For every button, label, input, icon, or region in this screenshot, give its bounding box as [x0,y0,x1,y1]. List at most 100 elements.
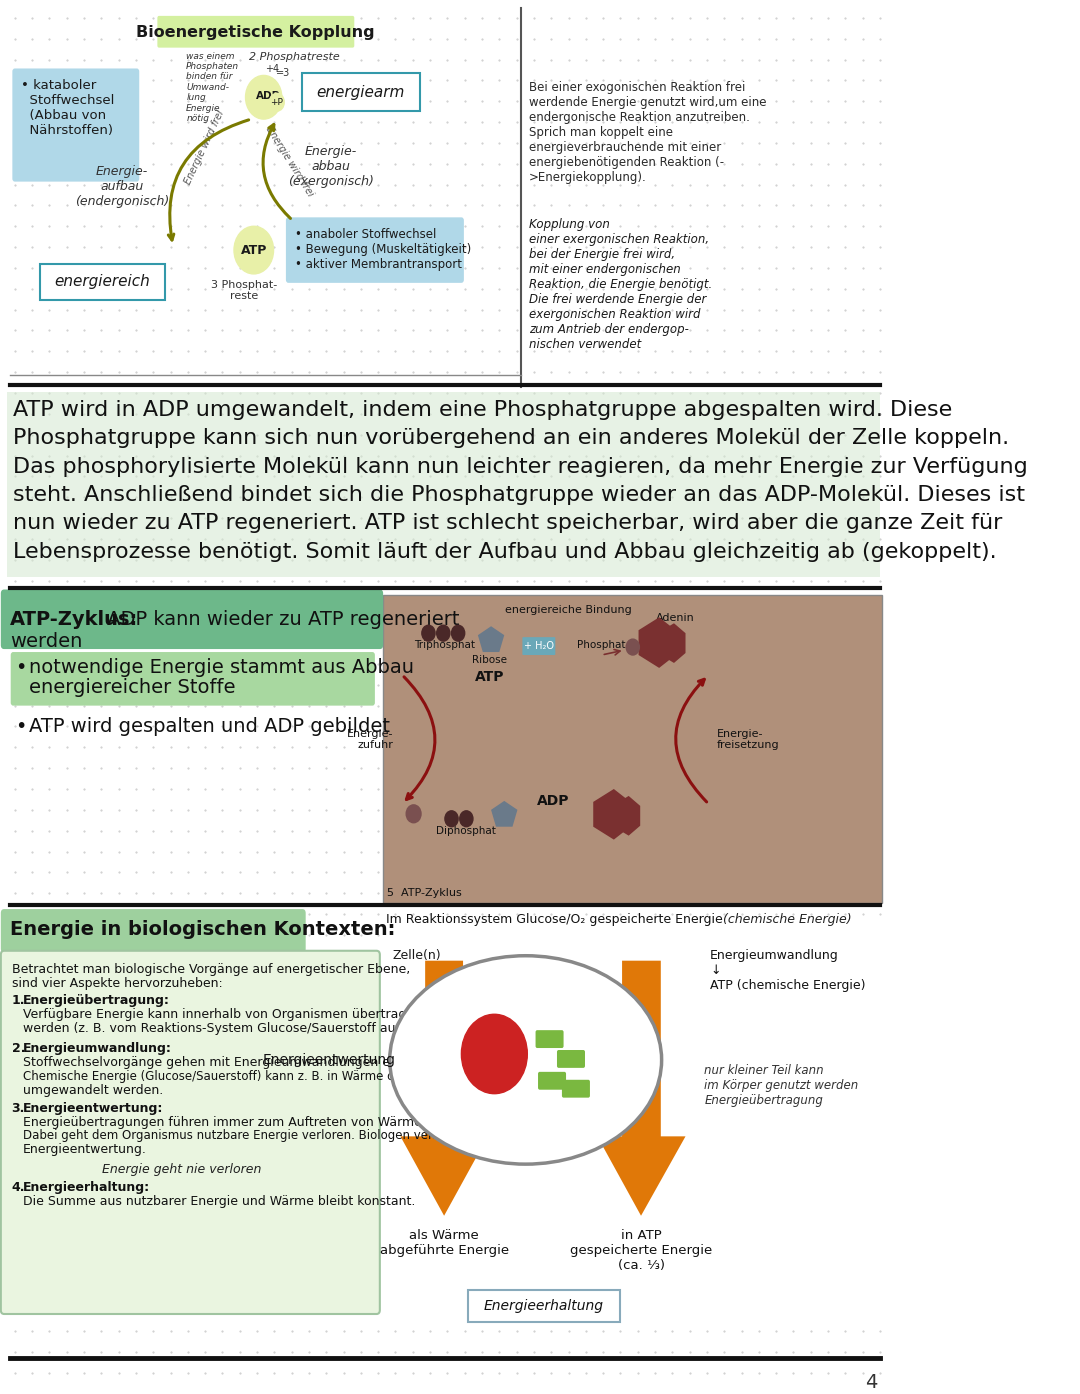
Text: Energieentwertung.: Energieentwertung. [23,1143,147,1156]
Circle shape [422,626,435,641]
Text: Energieumwandlung
↓
ATP (chemische Energie): Energieumwandlung ↓ ATP (chemische Energ… [711,949,866,991]
Circle shape [234,226,273,273]
FancyBboxPatch shape [557,1050,585,1068]
Text: 1.: 1. [12,994,25,1008]
Text: notwendige Energie stammt aus Abbau: notwendige Energie stammt aus Abbau [29,658,414,677]
Circle shape [626,638,639,655]
Circle shape [451,626,464,641]
Text: Energie geht nie verloren: Energie geht nie verloren [102,1163,261,1177]
FancyBboxPatch shape [12,68,139,181]
FancyBboxPatch shape [301,74,420,112]
Circle shape [436,626,450,641]
Text: •: • [15,658,26,677]
Text: Energie-
zufuhr: Energie- zufuhr [348,729,394,750]
Text: Dabei geht dem Organismus nutzbare Energie verloren. Biologen verstehen dies als: Dabei geht dem Organismus nutzbare Energ… [23,1129,522,1143]
Text: Die Summe aus nutzbarer Energie und Wärme bleibt konstant.: Die Summe aus nutzbarer Energie und Wärm… [23,1195,416,1209]
Text: Energieentwertung:: Energieentwertung: [23,1101,163,1115]
FancyBboxPatch shape [538,1072,566,1090]
Text: Energieerhaltung:: Energieerhaltung: [23,1181,150,1195]
Polygon shape [612,796,640,835]
Circle shape [460,811,473,827]
Text: 2.: 2. [12,1043,25,1055]
Text: 4: 4 [865,1373,877,1391]
Text: Energie wird frei: Energie wird frei [183,109,226,185]
Text: nur kleiner Teil kann
im Körper genutzt werden
Energieübertragung: nur kleiner Teil kann im Körper genutzt … [704,1064,859,1107]
FancyBboxPatch shape [380,933,883,1330]
Text: Im Reaktionssystem Glucose/O₂ gespeicherte Energie: Im Reaktionssystem Glucose/O₂ gespeicher… [386,913,723,926]
Text: Stoffwechselvorgänge gehen mit Energieumwandlungen einher.: Stoffwechselvorgänge gehen mit Energieum… [23,1057,426,1069]
FancyBboxPatch shape [562,1080,590,1097]
Text: ATP-Zyklus:: ATP-Zyklus: [10,611,138,629]
Polygon shape [658,623,686,664]
Text: ADP: ADP [538,795,570,809]
Text: in ATP
gespeicherte Energie
(ca. ⅓): in ATP gespeicherte Energie (ca. ⅓) [570,1228,712,1271]
Text: energiereicher Stoffe: energiereicher Stoffe [29,677,235,697]
Polygon shape [638,618,676,668]
FancyBboxPatch shape [523,637,555,655]
Text: sind vier Aspekte hervorzuheben:: sind vier Aspekte hervorzuheben: [12,977,222,990]
Circle shape [245,75,282,118]
Text: Energie-
abbau
(exergonisch): Energie- abbau (exergonisch) [288,145,374,188]
Polygon shape [597,960,686,1216]
Text: 4.: 4. [12,1181,25,1195]
Text: energiereich: energiereich [54,275,150,290]
Text: werden: werden [10,633,82,651]
Polygon shape [477,626,504,652]
Text: • kataboler
  Stoffwechsel
  (Abbau von
  Nährstoffen): • kataboler Stoffwechsel (Abbau von Nähr… [22,79,114,138]
FancyBboxPatch shape [1,590,383,650]
FancyBboxPatch shape [383,595,882,903]
Polygon shape [401,960,488,1216]
Text: Bei einer exogonischen Reaktion frei
werdende Energie genutzt wird,um eine
ender: Bei einer exogonischen Reaktion frei wer… [529,81,767,184]
Text: Energie-
freisetzung: Energie- freisetzung [717,729,780,750]
FancyBboxPatch shape [536,1030,564,1048]
Text: •: • [15,717,26,736]
Text: Ribose: Ribose [472,655,507,665]
Text: Triphosphat: Triphosphat [415,640,475,650]
Polygon shape [491,802,517,827]
Circle shape [461,1015,527,1094]
Circle shape [406,804,421,822]
Text: werden (z. B. vom Reaktions-System Glucose/Sauerstoff auf ATP).: werden (z. B. vom Reaktions-System Gluco… [23,1022,435,1036]
Text: 5  ATP-Zyklus: 5 ATP-Zyklus [388,888,462,898]
FancyBboxPatch shape [11,652,375,705]
Text: ATP wird gespalten und ADP gebildet: ATP wird gespalten und ADP gebildet [29,717,390,736]
Text: Bioenergetische Kopplung: Bioenergetische Kopplung [136,25,375,40]
Text: energiearm: energiearm [316,85,405,100]
Text: 3.: 3. [12,1101,25,1115]
Text: umgewandelt werden.: umgewandelt werden. [23,1083,163,1097]
Text: Adenin: Adenin [657,613,696,623]
Text: Energie in biologischen Kontexten:: Energie in biologischen Kontexten: [10,920,395,940]
Text: Zelle(n): Zelle(n) [392,949,441,962]
Text: Energie wird frei: Energie wird frei [265,125,315,198]
Text: ATP: ATP [475,671,504,684]
Text: Energieumwandlung:: Energieumwandlung: [23,1043,172,1055]
Text: Energieentwertung: Energieentwertung [262,1052,395,1066]
Text: Energie-
aufbau
(endergonisch): Energie- aufbau (endergonisch) [75,164,170,208]
FancyBboxPatch shape [286,217,464,283]
Polygon shape [593,789,631,839]
Text: Phosphat: Phosphat [577,640,625,650]
FancyBboxPatch shape [6,392,880,577]
FancyBboxPatch shape [1,951,380,1315]
Text: Betrachtet man biologische Vorgänge auf energetischer Ebene,: Betrachtet man biologische Vorgänge auf … [12,963,409,976]
Text: 3 Phosphat-
reste: 3 Phosphat- reste [211,280,276,301]
Text: ADP kann wieder zu ATP regeneriert: ADP kann wieder zu ATP regeneriert [100,611,459,629]
Text: Diphosphat: Diphosphat [435,825,496,836]
Circle shape [269,93,284,112]
FancyBboxPatch shape [158,15,354,47]
Text: +4: +4 [265,64,279,74]
Text: Kopplung von
einer exergonischen Reaktion,
bei der Energie frei wird,
mit einer : Kopplung von einer exergonischen Reaktio… [529,219,712,351]
Text: ATP wird in ADP umgewandelt, indem eine Phosphatgruppe abgespalten wird. Diese
P: ATP wird in ADP umgewandelt, indem eine … [13,400,1028,562]
Text: ATP: ATP [241,244,267,256]
FancyBboxPatch shape [1,909,306,952]
Text: ADP: ADP [256,91,281,102]
FancyBboxPatch shape [40,263,165,300]
Text: Energieerhaltung: Energieerhaltung [484,1299,604,1313]
Text: + H₂O: + H₂O [524,641,554,651]
Text: als Wärme
abgeführte Energie: als Wärme abgeführte Energie [379,1228,509,1256]
Text: Verfügbare Energie kann innerhalb von Organismen übertragen: Verfügbare Energie kann innerhalb von Or… [23,1008,422,1022]
Text: 2 Phosphatreste: 2 Phosphatreste [248,52,339,61]
Text: Energieübertragungen führen immer zum Auftreten von Wärme.: Energieübertragungen führen immer zum Au… [23,1115,426,1129]
Text: energiereiche Bindung: energiereiche Bindung [505,605,632,615]
Text: • anaboler Stoffwechsel
• Bewegung (Muskeltätigkeit)
• aktiver Membrantransport: • anaboler Stoffwechsel • Bewegung (Musk… [295,229,471,272]
